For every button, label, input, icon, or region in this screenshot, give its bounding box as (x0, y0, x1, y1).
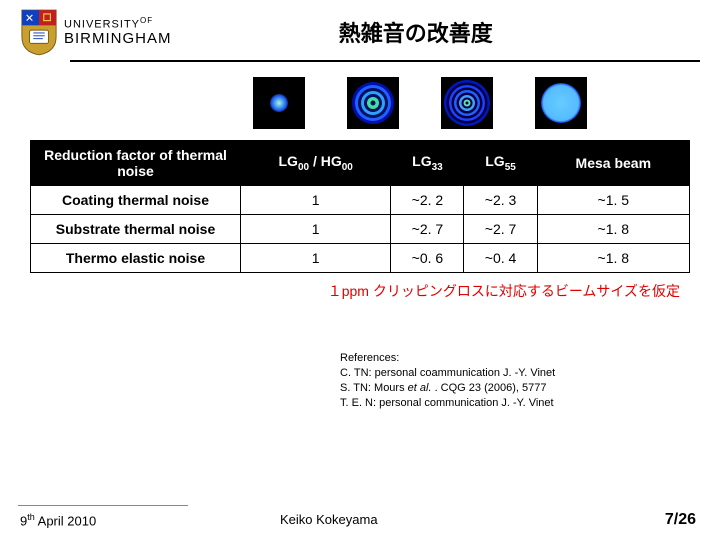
beam-lg33 (342, 72, 404, 134)
references-heading: References: (340, 351, 720, 366)
university-line1: UNIVERSITY (64, 19, 140, 31)
col-header-factor: Reduction factor of thermal noise (31, 141, 241, 186)
footer-author: Keiko Kokeyama (280, 512, 378, 527)
col-header-lg55: LG55 (464, 141, 537, 186)
cell: 1 (241, 244, 391, 273)
shield-icon (20, 8, 58, 56)
beam-images-row (120, 72, 720, 134)
cell: ~1. 8 (537, 244, 689, 273)
university-name: UNIVERSITYOF BIRMINGHAM (64, 17, 172, 47)
table-row: Thermo elastic noise1~0. 6~0. 4~1. 8 (31, 244, 690, 273)
cell: ~0. 6 (391, 244, 464, 273)
university-line2: BIRMINGHAM (64, 31, 172, 47)
row-label: Thermo elastic noise (31, 244, 241, 273)
footer-rule (18, 505, 188, 506)
cell: ~1. 5 (537, 186, 689, 215)
slide-title: 熱雑音の改善度 (192, 16, 641, 48)
table-row: Coating thermal noise1~2. 2~2. 3~1. 5 (31, 186, 690, 215)
reference-1: C. TN: personal coammunication J. -Y. Vi… (340, 366, 720, 381)
footer-date: 9th April 2010 (20, 512, 96, 528)
cell: ~2. 7 (391, 215, 464, 244)
university-of: OF (140, 16, 153, 25)
title-rule (70, 60, 700, 62)
slide-header: UNIVERSITYOF BIRMINGHAM 熱雑音の改善度 (0, 0, 720, 60)
footer-page-number: 7/26 (665, 511, 696, 529)
table-row: Substrate thermal noise1~2. 7~2. 7~1. 8 (31, 215, 690, 244)
cell: 1 (241, 186, 391, 215)
cell: ~0. 4 (464, 244, 537, 273)
col-header-mesa: Mesa beam (537, 141, 689, 186)
beam-mesa (530, 72, 592, 134)
reference-2: S. TN: Mours et al. . CQG 23 (2006), 577… (340, 381, 720, 396)
table-header-row: Reduction factor of thermal noise LG00 /… (31, 141, 690, 186)
col-header-lg33: LG33 (391, 141, 464, 186)
reduction-factor-table: Reduction factor of thermal noise LG00 /… (30, 140, 690, 273)
assumption-caption: １ppm クリッピングロスに対応するビームサイズを仮定 (0, 281, 680, 301)
beam-lg55 (436, 72, 498, 134)
cell: ~2. 3 (464, 186, 537, 215)
row-label: Substrate thermal noise (31, 215, 241, 244)
cell: 1 (241, 215, 391, 244)
cell: ~1. 8 (537, 215, 689, 244)
cell: ~2. 7 (464, 215, 537, 244)
references-block: References: C. TN: personal coammunicati… (340, 351, 720, 410)
university-logo-block: UNIVERSITYOF BIRMINGHAM (20, 8, 172, 56)
beam-lg00 (248, 72, 310, 134)
row-label: Coating thermal noise (31, 186, 241, 215)
slide-footer: 9th April 2010 Keiko Kokeyama 7/26 (0, 512, 720, 528)
reference-3: T. E. N: personal communication J. -Y. V… (340, 396, 720, 411)
cell: ~2. 2 (391, 186, 464, 215)
col-header-lg00: LG00 / HG00 (241, 141, 391, 186)
